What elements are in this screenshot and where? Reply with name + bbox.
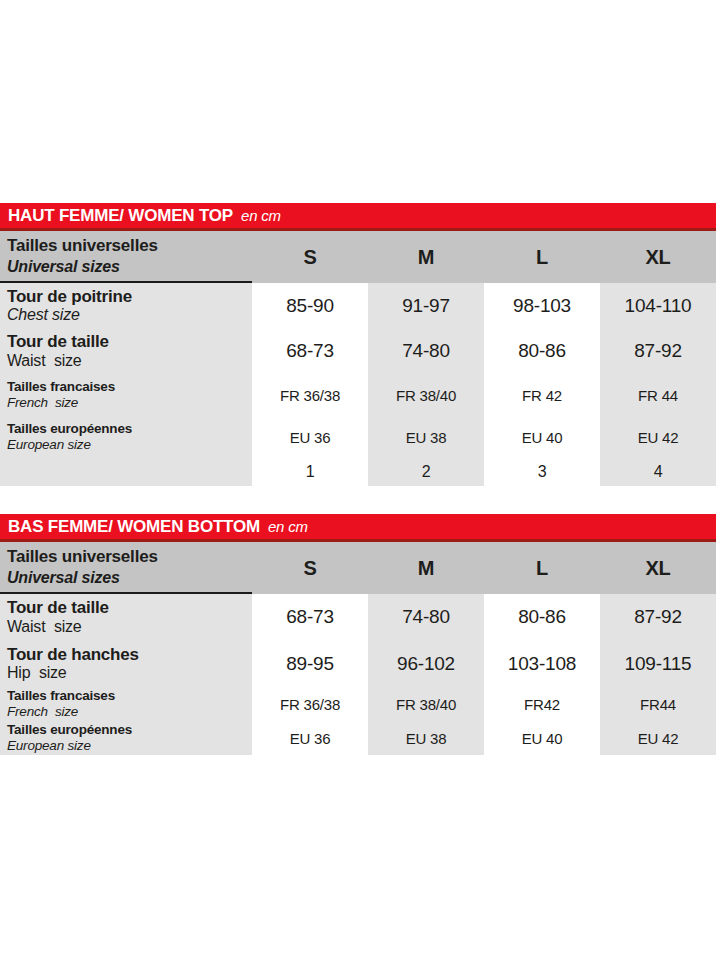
size-value-cell: FR 36/38	[252, 687, 368, 721]
size-value-cell: EU 42	[600, 416, 716, 458]
size-column-header-s: S	[252, 542, 368, 594]
row-label-empty	[0, 458, 252, 486]
size-value-cell: FR 38/40	[368, 687, 484, 721]
table-title: BAS FEMME/ WOMEN BOTTOM	[8, 517, 260, 537]
row-label-en: Hip size	[7, 664, 252, 682]
row-label-fr: Tour de poitrine	[7, 287, 252, 307]
size-value-cell: FR 38/40	[368, 374, 484, 416]
size-number-cell: 1	[252, 458, 368, 486]
size-value-cell: 98-103	[484, 283, 600, 328]
size-value-cell: EU 40	[484, 721, 600, 755]
row-label-fr: Tour de hanches	[7, 645, 252, 665]
size-value-cell: 91-97	[368, 283, 484, 328]
row-label-en: European size	[7, 437, 252, 453]
row-label-fr: Tailles européennes	[7, 722, 252, 738]
size-number-cell: 4	[600, 458, 716, 486]
universal-sizes-label-en: Universal sizes	[7, 257, 252, 276]
row-label-en: Waist size	[7, 618, 252, 636]
women-bottom-title-bar: BAS FEMME/ WOMEN BOTTOM en cm	[0, 514, 716, 542]
size-value-cell: EU 38	[368, 721, 484, 755]
size-value-cell: 109-115	[600, 640, 716, 687]
size-column-header-m: M	[368, 542, 484, 594]
size-column-header-xl: XL	[600, 542, 716, 594]
size-column-header-l: L	[484, 542, 600, 594]
size-value-cell: FR 36/38	[252, 374, 368, 416]
row-label-fr: Tour de taille	[7, 332, 252, 352]
size-value-cell: EU 36	[252, 416, 368, 458]
size-value-cell: EU 40	[484, 416, 600, 458]
size-value-cell: 87-92	[600, 594, 716, 640]
size-value-cell: 74-80	[368, 594, 484, 640]
row-label: Tailles francaises French size	[0, 687, 252, 721]
size-column-header-s: S	[252, 231, 368, 283]
size-value-cell: 87-92	[600, 328, 716, 374]
size-value-cell: 68-73	[252, 328, 368, 374]
size-value-cell: 104-110	[600, 283, 716, 328]
row-label: Tailles francaises French size	[0, 374, 252, 416]
row-label-fr: Tailles francaises	[7, 379, 252, 395]
row-label: Tour de poitrine Chest size	[0, 283, 252, 328]
women-top-size-table: HAUT FEMME/ WOMEN TOP en cm Tailles univ…	[0, 203, 716, 486]
size-value-cell: 96-102	[368, 640, 484, 687]
table-title: HAUT FEMME/ WOMEN TOP	[8, 206, 233, 226]
size-value-cell: FR44	[600, 687, 716, 721]
size-chart-page: HAUT FEMME/ WOMEN TOP en cm Tailles univ…	[0, 0, 720, 960]
size-value-cell: 68-73	[252, 594, 368, 640]
row-label-en: Chest size	[7, 306, 252, 324]
size-value-cell: 80-86	[484, 328, 600, 374]
row-label: Tailles européennes European size	[0, 416, 252, 458]
universal-sizes-label-fr: Tailles universelles	[7, 236, 252, 256]
row-label: Tour de taille Waist size	[0, 594, 252, 640]
row-label: Tour de taille Waist size	[0, 328, 252, 374]
row-label-en: French size	[7, 704, 252, 720]
size-value-cell: FR 42	[484, 374, 600, 416]
row-label-en: Waist size	[7, 352, 252, 370]
size-column-header-l: L	[484, 231, 600, 283]
row-label-fr: Tour de taille	[7, 598, 252, 618]
size-number-cell: 2	[368, 458, 484, 486]
row-label-en: French size	[7, 395, 252, 411]
women-bottom-size-table: BAS FEMME/ WOMEN BOTTOM en cm Tailles un…	[0, 514, 716, 755]
row-label: Tailles européennes European size	[0, 721, 252, 755]
row-label-en: European size	[7, 738, 252, 754]
size-value-cell: 74-80	[368, 328, 484, 374]
unit-label: en cm	[268, 518, 308, 535]
size-value-cell: 103-108	[484, 640, 600, 687]
size-value-cell: FR42	[484, 687, 600, 721]
unit-label: en cm	[241, 207, 281, 224]
size-column-header-xl: XL	[600, 231, 716, 283]
size-column-header-m: M	[368, 231, 484, 283]
universal-sizes-label-en: Universal sizes	[7, 568, 252, 587]
row-label-fr: Tailles francaises	[7, 688, 252, 704]
size-value-cell: 89-95	[252, 640, 368, 687]
row-label-fr: Tailles européennes	[7, 421, 252, 437]
universal-sizes-header: Tailles universelles Universal sizes	[0, 231, 252, 283]
size-value-cell: EU 38	[368, 416, 484, 458]
size-value-cell: FR 44	[600, 374, 716, 416]
size-value-cell: EU 42	[600, 721, 716, 755]
universal-sizes-header: Tailles universelles Universal sizes	[0, 542, 252, 594]
universal-sizes-label-fr: Tailles universelles	[7, 547, 252, 567]
size-value-cell: EU 36	[252, 721, 368, 755]
size-number-cell: 3	[484, 458, 600, 486]
row-label: Tour de hanches Hip size	[0, 640, 252, 687]
size-value-cell: 85-90	[252, 283, 368, 328]
women-top-title-bar: HAUT FEMME/ WOMEN TOP en cm	[0, 203, 716, 231]
size-value-cell: 80-86	[484, 594, 600, 640]
